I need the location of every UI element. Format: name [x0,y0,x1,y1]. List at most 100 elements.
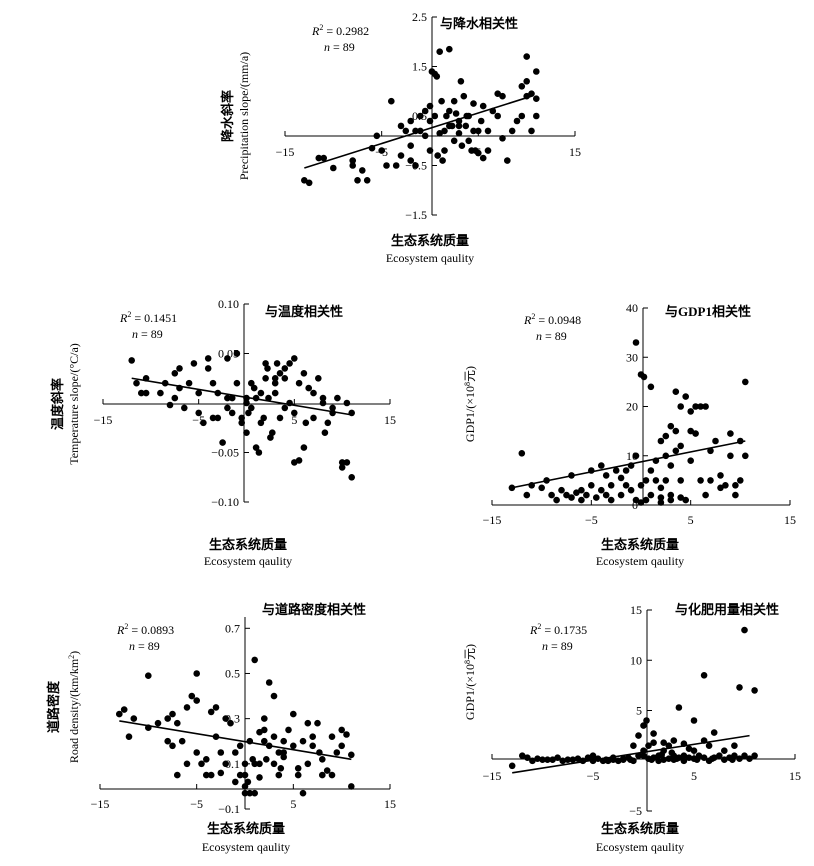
data-point [275,771,283,779]
data-point [617,491,625,499]
data-point [710,729,718,736]
data-point [280,737,288,745]
data-point [685,745,693,752]
data-point [477,117,485,125]
y-tick-label: 10 [626,449,638,463]
data-point [269,429,276,437]
data-point [275,749,283,756]
data-point [319,394,327,402]
data-point [544,756,551,763]
data-point [207,771,215,779]
data-point [563,491,570,499]
data-point [729,756,736,763]
data-point [233,379,241,387]
r-squared-label: R2 = 0.1451 [119,310,177,325]
data-point [700,754,708,761]
data-point [214,414,222,422]
data-point [436,48,444,55]
data-point [260,414,268,422]
x-tick-label: 5 [691,769,697,783]
data-point [602,491,610,499]
data-point [330,164,337,172]
r-squared-label: R2 = 0.1735 [529,622,587,637]
x-axis-label-cn: 生态系统质量 [209,537,287,552]
data-point [157,389,164,397]
y-tick-label: 30 [626,350,638,364]
x-tick-label: 15 [789,769,801,783]
data-point [232,749,239,756]
data-point [407,117,415,125]
x-axis-label-cn: 生态系统质量 [601,537,679,552]
data-point [732,491,739,499]
data-point [513,117,521,125]
data-point [508,762,516,770]
data-point [407,142,415,149]
data-point [209,414,217,422]
x-tick-label: −5 [585,513,598,527]
data-point [657,499,665,506]
data-point [470,100,477,107]
data-point [286,360,293,367]
data-point [598,486,605,494]
data-point [518,450,526,457]
data-point [438,97,445,105]
data-point [665,755,673,762]
data-point [708,755,716,762]
data-point [309,742,317,750]
data-point [315,154,323,162]
data-point [702,403,709,410]
x-tick-label: −15 [276,145,295,159]
data-point [682,393,689,400]
data-point [727,452,734,460]
data-point [672,447,680,455]
data-point [354,177,361,184]
data-point [635,732,642,739]
data-point [588,482,595,489]
data-point [622,467,630,474]
data-point [190,360,198,367]
data-point [722,482,729,489]
data-point [742,378,749,386]
data-point [721,756,728,763]
data-point [125,733,133,740]
x-tick-label: −15 [483,513,502,527]
data-point [407,157,415,164]
data-point [533,68,540,75]
y-tick-label: −0.05 [211,446,239,460]
data-point [687,457,694,465]
data-point [504,157,511,164]
x-tick-label: 15 [384,797,396,811]
data-point [169,742,176,750]
data-point [195,409,202,417]
y-tick-label: 1.5 [412,60,427,74]
data-point [529,757,536,765]
data-point [589,752,597,759]
data-point [672,427,680,435]
data-point [142,389,150,397]
data-point [578,496,585,504]
data-point [632,452,640,460]
data-point [583,491,590,499]
data-point [692,403,699,410]
y-tick-label: 0.5 [225,666,240,680]
data-point [178,737,186,745]
data-point [133,379,140,387]
data-point [660,756,667,763]
data-point [455,122,463,130]
data-point [647,467,655,474]
data-point [171,370,179,377]
data-point [558,486,565,494]
data-point [620,755,627,762]
data-point [348,474,356,481]
data-point [300,444,308,451]
data-point [617,474,625,482]
data-point [421,107,429,115]
data-point [637,482,645,489]
data-point [533,95,540,102]
data-point [174,771,181,779]
y-axis-label: GDP1/(×108元) [463,644,477,720]
data-point [426,147,434,154]
trend-line [119,720,352,761]
data-point [640,373,648,381]
